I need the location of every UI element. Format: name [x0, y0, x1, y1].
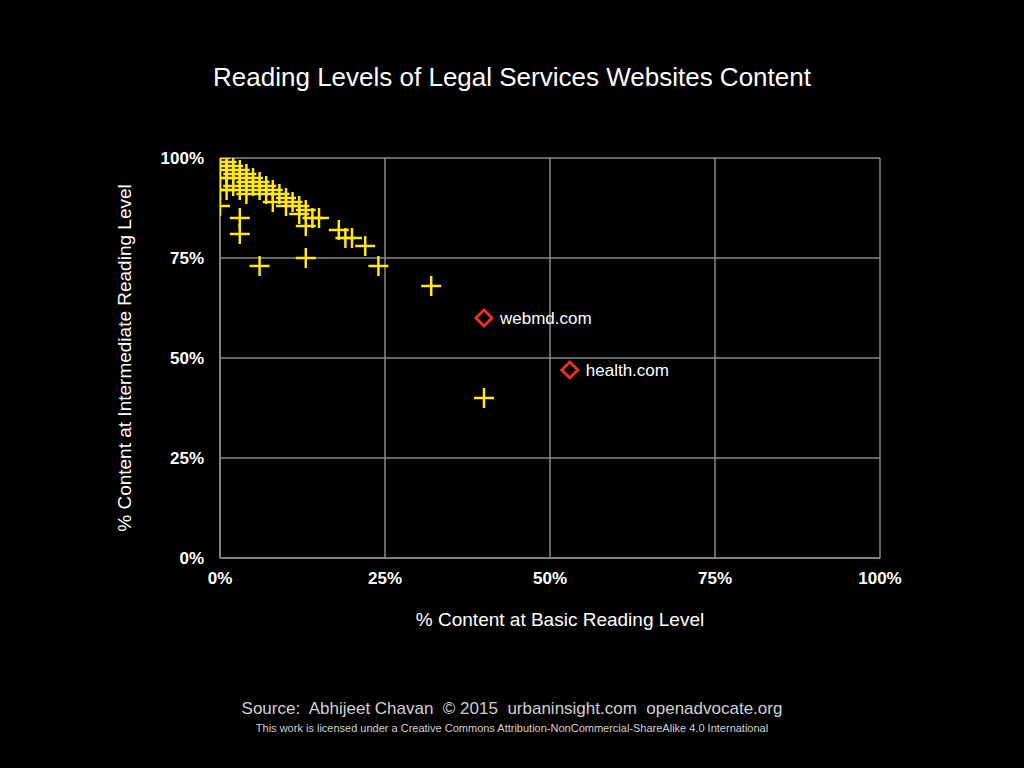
html-text:This work is licensed under a: This work is licensed under a Creative C…	[255, 722, 769, 734]
svg-text:50%: 50%	[170, 349, 204, 368]
svg-text:0%: 0%	[179, 549, 204, 568]
html-text:Source: Abhijeet Chavan © 2015: Source: Abhijeet Chavan © 2015 urbaninsi…	[241, 699, 783, 718]
svg-text:health.com: health.com	[586, 361, 669, 380]
svg-text:100%: 100%	[858, 569, 901, 588]
svg-text:100%: 100%	[161, 149, 204, 168]
svg-text:75%: 75%	[170, 249, 204, 268]
svg-text:25%: 25%	[170, 449, 204, 468]
html-text:% Content at Intermediate Read: % Content at Intermediate Reading Level	[114, 184, 135, 532]
svg-text:webmd.com: webmd.com	[499, 309, 592, 328]
svg-text:50%: 50%	[533, 569, 567, 588]
svg-text:0%: 0%	[208, 569, 233, 588]
svg-text:25%: 25%	[368, 569, 402, 588]
html-text:Reading Levels of Legal Servic: Reading Levels of Legal Services Website…	[213, 62, 811, 92]
html-text:% Content at Basic Reading Lev: % Content at Basic Reading Level	[415, 609, 705, 630]
svg-text:75%: 75%	[698, 569, 732, 588]
